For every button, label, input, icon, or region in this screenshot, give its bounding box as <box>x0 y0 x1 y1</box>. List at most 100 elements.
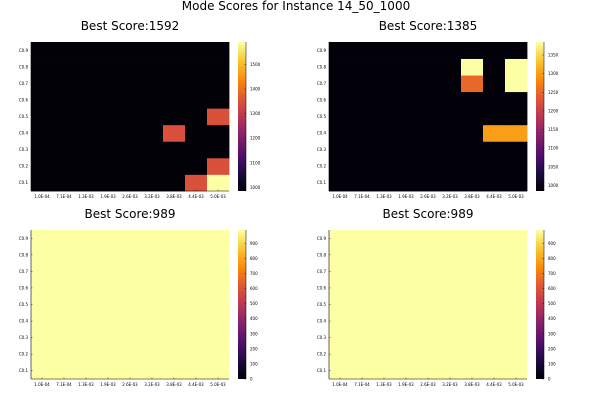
heatmap-cell <box>207 75 230 93</box>
heatmap-panel-3: Best Score:989 C0.1 C0.2 C0.3 C0.4 C0.5 C0.6 C0… <box>19 207 258 387</box>
heatmap-cell <box>185 230 208 247</box>
heatmap-cell <box>395 230 418 247</box>
heatmap-cell <box>439 345 462 363</box>
heatmap-cell <box>439 296 462 314</box>
heatmap-cell <box>417 246 440 264</box>
heatmap-cell <box>395 296 418 314</box>
heatmap-cell <box>75 230 98 247</box>
heatmap-cell <box>483 345 506 363</box>
heatmap-cell <box>483 362 506 380</box>
colorbar-tick-label: 1000 <box>250 185 261 190</box>
heatmap-cell <box>207 345 230 363</box>
heatmap-cell <box>119 296 142 314</box>
colorbar-tick-label: 500 <box>250 301 258 306</box>
heatmap-cell <box>351 124 374 142</box>
heatmap-cell <box>351 246 374 264</box>
x-tick-label: 1.9E-03 <box>398 194 414 199</box>
heatmap-cell <box>163 230 186 247</box>
heatmap-cell <box>207 108 230 126</box>
x-tick-label: 7.1E-04 <box>354 194 370 199</box>
y-tick-label: C0.3 <box>19 335 29 340</box>
x-tick-label: 3.2E-03 <box>442 382 458 387</box>
heatmap-cell <box>185 279 208 297</box>
x-tick-label: 1.3E-03 <box>376 382 392 387</box>
heatmap-cell <box>185 157 208 175</box>
heatmap-cell <box>505 329 528 347</box>
heatmap-cell <box>53 329 76 347</box>
y-tick-label: C0.3 <box>317 335 327 340</box>
heatmap-cell <box>207 246 230 264</box>
heatmap-cell <box>373 108 396 126</box>
heatmap-cell <box>207 329 230 347</box>
heatmap-cell <box>373 230 396 247</box>
heatmap-cell <box>329 263 352 281</box>
heatmap-cell <box>351 296 374 314</box>
heatmap-cell <box>395 263 418 281</box>
heatmap-cell <box>461 141 484 159</box>
heatmap-cell <box>207 362 230 380</box>
heatmap-cell <box>439 42 462 59</box>
heatmap-cell <box>31 279 54 297</box>
heatmap-cell <box>395 75 418 93</box>
heatmap-cell <box>141 230 164 247</box>
heatmap-cell <box>417 230 440 247</box>
heatmap-cell <box>329 58 352 76</box>
heatmap-cell <box>329 42 352 59</box>
heatmap-cell <box>417 174 440 192</box>
heatmap-cell <box>185 329 208 347</box>
heatmap-cell <box>163 91 186 109</box>
heatmap-cell <box>141 279 164 297</box>
heatmap-cell <box>75 345 98 363</box>
x-tick-label: 1.3E-03 <box>78 382 94 387</box>
y-tick-label: C0.1 <box>19 368 29 373</box>
x-tick-label: 4.4E-03 <box>188 194 204 199</box>
heatmap-cell <box>395 329 418 347</box>
heatmap-cell <box>163 141 186 159</box>
y-tick-label: C0.2 <box>317 164 327 169</box>
heatmap-cell <box>505 141 528 159</box>
heatmap-cell <box>207 141 230 159</box>
heatmap-cell <box>505 345 528 363</box>
colorbar-tick-label: 700 <box>548 271 556 276</box>
x-tick-label: 2.6E-03 <box>420 194 436 199</box>
panel-title: Best Score:1385 <box>379 19 478 33</box>
heatmap-cell <box>483 296 506 314</box>
y-tick-label: C0.5 <box>19 302 29 307</box>
heatmap-cell <box>505 174 528 192</box>
heatmap-cell <box>417 296 440 314</box>
y-tick-label: C0.7 <box>19 81 29 86</box>
heatmap-cell <box>31 108 54 126</box>
heatmap-cell <box>395 108 418 126</box>
heatmap-cell <box>53 42 76 59</box>
heatmap-cell <box>439 329 462 347</box>
heatmap-cell <box>373 58 396 76</box>
heatmap-cell <box>483 75 506 93</box>
heatmap-cell <box>141 329 164 347</box>
heatmap-cell <box>329 230 352 247</box>
heatmap-cell <box>141 296 164 314</box>
x-tick-label: 1.9E-03 <box>398 382 414 387</box>
heatmap-cell <box>185 108 208 126</box>
heatmap-cell <box>53 246 76 264</box>
heatmap-cell <box>505 263 528 281</box>
heatmap-cell <box>53 108 76 126</box>
heatmap-cell <box>395 124 418 142</box>
colorbar-tick-label: 700 <box>250 271 258 276</box>
heatmap-cell <box>417 42 440 59</box>
heatmap-cell <box>505 42 528 59</box>
colorbar-tick-label: 0 <box>250 377 253 382</box>
heatmap-cell <box>185 58 208 76</box>
heatmap-cell <box>351 141 374 159</box>
heatmap-cell <box>395 141 418 159</box>
heatmap-cell <box>31 345 54 363</box>
x-tick-label: 1.3E-03 <box>376 194 392 199</box>
heatmap-cell <box>141 124 164 142</box>
colorbar-tick-label: 1300 <box>250 111 261 116</box>
heatmap-cell <box>31 329 54 347</box>
x-tick-label: 2.6E-03 <box>122 194 138 199</box>
y-tick-label: C0.5 <box>19 114 29 119</box>
heatmap-cell <box>505 312 528 330</box>
heatmap-cell <box>351 75 374 93</box>
heatmap-cell <box>185 246 208 264</box>
